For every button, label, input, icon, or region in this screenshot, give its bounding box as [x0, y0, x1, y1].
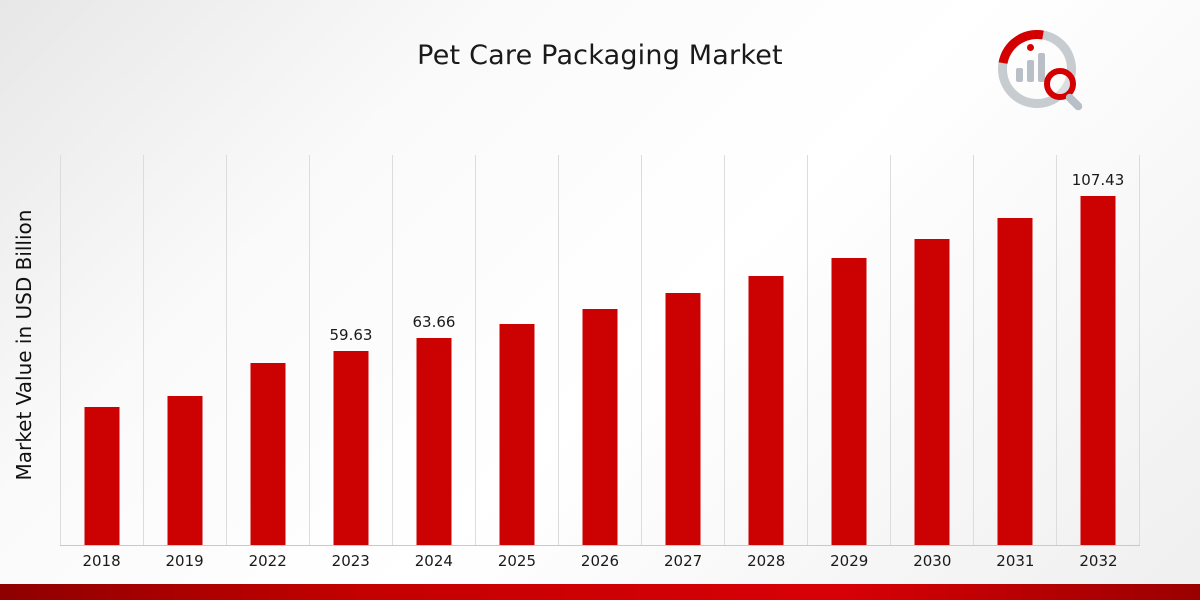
bar-value-label: 63.66	[412, 313, 456, 332]
plot-area: 59.63 63.66 107.43	[60, 155, 1140, 546]
magnifier-handle-icon	[1064, 92, 1084, 112]
x-axis-labels: 2018 2019 2022 2023 2024 2025 2026 2027 2028 2029…	[60, 552, 1140, 570]
category-column	[558, 155, 641, 545]
bar-2026	[582, 309, 618, 545]
bar-2025	[499, 324, 535, 545]
logo-dot-icon	[1027, 44, 1034, 51]
x-tick-label: 2031	[996, 552, 1035, 570]
brand-logo	[982, 14, 1096, 124]
category-column	[807, 155, 890, 545]
logo-bar-icon	[1016, 68, 1023, 82]
x-tick-label: 2025	[497, 552, 537, 570]
logo-bar-icon	[1038, 53, 1045, 82]
category-column	[143, 155, 226, 545]
logo-bar-icon	[1027, 60, 1034, 82]
bar-2023	[333, 351, 369, 545]
bar-2030	[914, 238, 950, 545]
x-tick-label: 2026	[580, 552, 620, 570]
x-tick-label: 2028	[747, 552, 786, 570]
chart-title: Pet Care Packaging Market	[417, 40, 783, 71]
category-column: 59.63	[309, 155, 392, 545]
magnifier-icon	[1044, 68, 1076, 100]
x-tick-label: 2019	[165, 552, 204, 570]
x-tick-label: 2032	[1079, 552, 1118, 570]
bar-chart-icon	[1016, 52, 1048, 82]
bar-2022	[250, 363, 286, 545]
category-column	[60, 155, 143, 545]
bar-2032	[1080, 195, 1116, 545]
bar-2018	[84, 406, 120, 545]
category-column	[890, 155, 973, 545]
x-tick-label: 2018	[82, 552, 121, 570]
bar-2028	[748, 276, 784, 545]
x-tick-label: 2027	[663, 552, 703, 570]
bar-2019	[167, 395, 203, 545]
x-tick-label: 2029	[830, 552, 869, 570]
logo-circle-icon	[998, 30, 1076, 108]
x-tick-label: 2023	[331, 552, 370, 570]
x-tick-label: 2024	[414, 552, 453, 570]
x-tick-label: 2030	[913, 552, 952, 570]
category-column	[475, 155, 558, 545]
category-column	[641, 155, 724, 545]
bar-value-label: 107.43	[1071, 170, 1125, 189]
bar-2024	[416, 338, 452, 545]
category-column: 63.66	[392, 155, 475, 545]
bar-2031	[997, 217, 1033, 545]
bottom-ribbon	[0, 584, 1200, 600]
y-axis-label: Market Value in USD Billion	[12, 209, 36, 481]
bar-value-label: 59.63	[329, 326, 373, 345]
x-tick-label: 2022	[248, 552, 287, 570]
bar-2029	[831, 258, 867, 545]
bar-2027	[665, 293, 701, 545]
category-column	[973, 155, 1056, 545]
category-column	[226, 155, 309, 545]
category-column: 107.43	[1056, 155, 1140, 545]
category-column	[724, 155, 807, 545]
